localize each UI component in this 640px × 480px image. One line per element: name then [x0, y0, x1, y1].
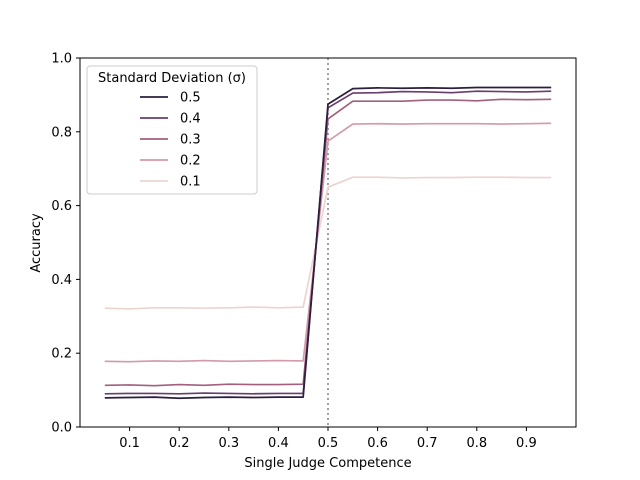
y-tick-label: 0.4: [51, 273, 72, 288]
legend-label-0.4: 0.4: [180, 112, 201, 127]
plot-area: [104, 58, 552, 427]
legend-label-0.2: 0.2: [180, 154, 201, 169]
axes: 0.1 0.2 0.3 0.4 0.5 0.6 0.7 0.8 0.9 0.0 0.2 0.4 0.6 0…: [51, 52, 577, 451]
y-axis-title: Accuracy: [29, 213, 44, 273]
x-tick-label: 0.3: [218, 436, 239, 451]
x-tick-label: 0.2: [169, 436, 190, 451]
x-tick-label: 0.5: [318, 436, 339, 451]
x-tick-label: 0.6: [367, 436, 388, 451]
x-axis-title: Single Judge Competence: [244, 456, 411, 471]
x-tick-label: 0.4: [268, 436, 289, 451]
legend-label-0.1: 0.1: [180, 175, 201, 190]
y-tick-label: 0.6: [51, 199, 72, 214]
x-tick-label: 0.9: [516, 436, 537, 451]
series-line-0.3: [104, 98, 552, 387]
series-line-0.5: [104, 86, 552, 400]
legend-label-0.3: 0.3: [180, 133, 201, 148]
y-tick-label: 0.0: [51, 421, 72, 436]
x-tick-label: 0.7: [417, 436, 438, 451]
y-tick-label: 0.8: [51, 125, 72, 140]
legend-label-0.5: 0.5: [180, 91, 201, 106]
legend-title: Standard Deviation (σ): [98, 71, 246, 86]
y-tick-label: 1.0: [51, 52, 72, 67]
series-line-0.2: [104, 122, 552, 363]
legend: Standard Deviation (σ) 0.5 0.4 0.3 0.2 0.1: [86, 65, 258, 195]
x-tick-label: 0.1: [119, 436, 140, 451]
x-tick-label: 0.8: [466, 436, 487, 451]
series-line-0.1: [104, 176, 552, 310]
y-tick-label: 0.2: [51, 347, 72, 362]
legend-frame: [86, 65, 258, 195]
